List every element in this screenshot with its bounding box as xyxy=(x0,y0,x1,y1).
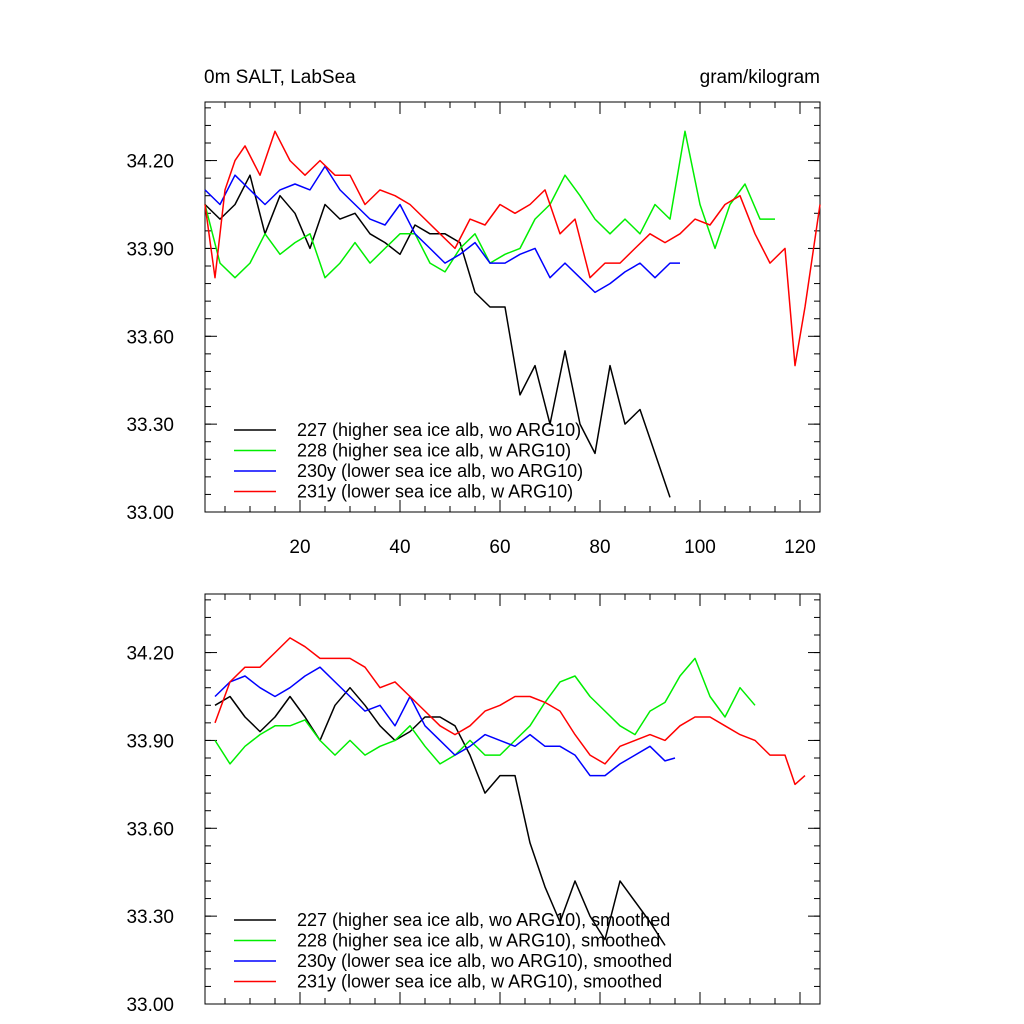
y-tick-label: 33.90 xyxy=(126,239,174,260)
series-line-3 xyxy=(204,130,821,367)
series-line-0 xyxy=(204,174,671,498)
chart-title-right: gram/kilogram xyxy=(700,67,820,88)
legend-label: 230y (lower sea ice alb, wo ARG10) xyxy=(297,461,583,481)
legend-label: 227 (higher sea ice alb, wo ARG10) xyxy=(297,420,581,440)
series-line-0 xyxy=(214,686,666,946)
top-panel: 20 40 60 80 100 120 33.00 33.30 33.60 33.90 34.20 2… xyxy=(126,101,821,558)
x-tick-label: 120 xyxy=(784,537,816,558)
y-tick-label: 34.20 xyxy=(126,644,174,665)
chart-title-left: 0m SALT, LabSea xyxy=(204,67,356,88)
y-tick-label: 33.90 xyxy=(126,731,174,752)
x-tick-label: 40 xyxy=(389,537,410,558)
plot-frame xyxy=(204,593,821,1005)
x-tick-label: 60 xyxy=(489,537,510,558)
legend-label: 228 (higher sea ice alb, w ARG10) xyxy=(297,441,571,461)
legend-label: 231y (lower sea ice alb, w ARG10) xyxy=(297,482,573,502)
y-tick-label: 33.30 xyxy=(126,415,174,436)
y-tick-label: 33.60 xyxy=(126,327,174,348)
y-tick-label: 33.60 xyxy=(126,819,174,840)
x-tick-label: 100 xyxy=(684,537,716,558)
legend-label: 227 (higher sea ice alb, wo ARG10), smoo… xyxy=(297,910,670,930)
bottom-panel: 33.00 33.30 33.60 33.90 34.20 227 (higher sea… xyxy=(126,593,821,1016)
series-line-2 xyxy=(204,165,680,294)
y-tick-label: 33.00 xyxy=(126,503,174,524)
legend-label: 231y (lower sea ice alb, w ARG10), smoot… xyxy=(297,972,662,992)
series-line-1 xyxy=(214,657,756,765)
series-line-2 xyxy=(214,666,676,777)
legend-label: 228 (higher sea ice alb, w ARG10), smoot… xyxy=(297,931,660,951)
legend-label: 230y (lower sea ice alb, wo ARG10), smoo… xyxy=(297,951,672,971)
x-tick-label: 20 xyxy=(289,537,310,558)
series-line-3 xyxy=(214,637,806,786)
x-tick-label: 80 xyxy=(589,537,610,558)
y-tick-label: 34.20 xyxy=(126,152,174,173)
series-line-1 xyxy=(204,130,775,279)
y-tick-label: 33.30 xyxy=(126,907,174,928)
plot-frame xyxy=(204,101,821,513)
y-tick-label: 33.00 xyxy=(126,995,174,1016)
